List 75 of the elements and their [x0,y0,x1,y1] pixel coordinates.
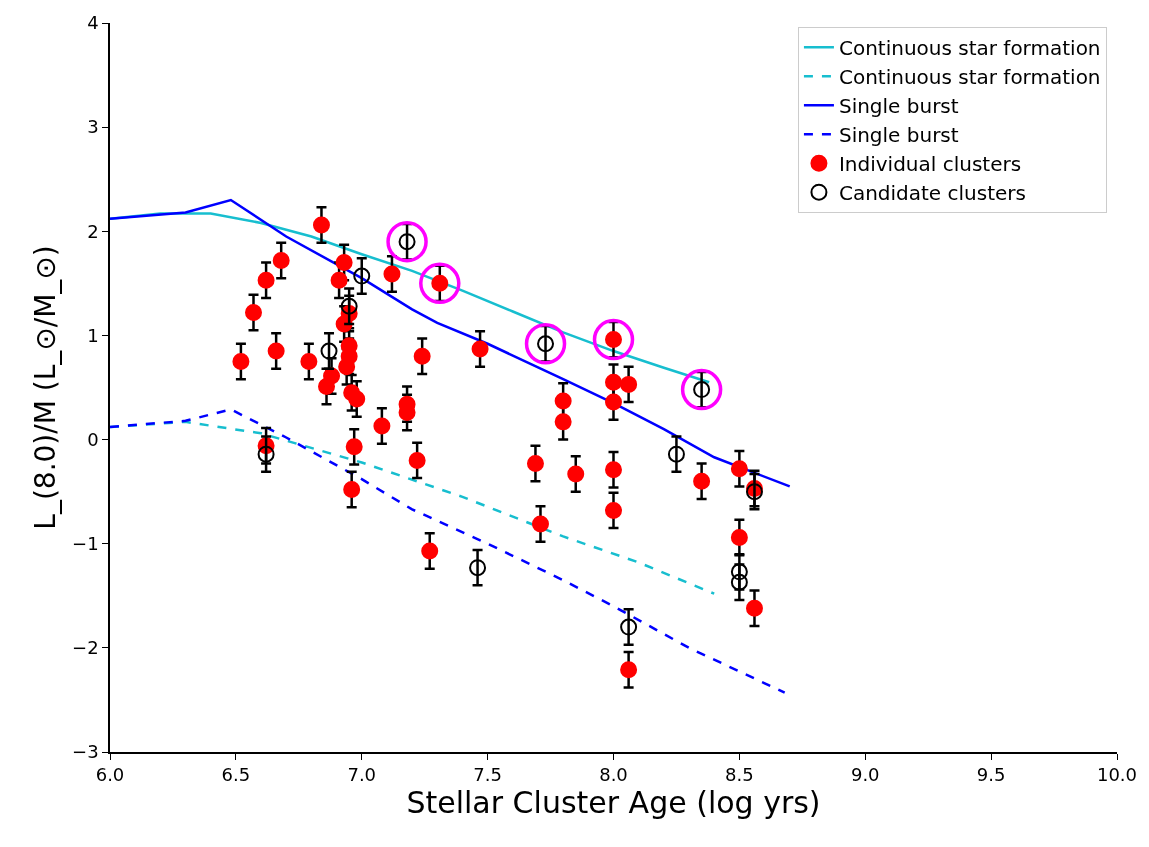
x-tick-label: 10.0 [1096,764,1138,786]
point [605,393,622,411]
x-tick-label: 6.0 [95,764,125,786]
point [386,220,428,263]
y-tick-label: −3 [72,741,99,763]
y-tick-label: 2 [87,220,99,242]
point [353,267,371,285]
line-series [110,198,791,488]
point [605,461,622,479]
point [232,352,250,370]
legend-label: Continuous star formation [838,64,1101,89]
point [267,342,285,360]
x-tick-label: 9.0 [850,764,880,786]
point [343,481,361,499]
point [257,271,275,289]
x-axis-title: Stellar Cluster Age (log yrs) [406,785,821,821]
point [730,460,748,478]
point [323,367,341,385]
point [257,445,275,463]
point [245,304,262,322]
legend-label: Single burst [838,93,959,118]
y-tick-label: −2 [72,637,99,659]
point [693,472,711,490]
point [620,618,638,636]
y-tick-label: −1 [72,533,99,555]
legend-label: Single burst [838,122,959,147]
point [667,445,685,463]
y-tick-label: 0 [87,428,99,450]
point [272,251,290,269]
point [730,528,748,546]
point [383,265,401,283]
point [340,297,358,315]
point [312,216,330,234]
point [592,318,635,361]
point [408,451,426,469]
point [567,465,585,483]
point [421,542,439,560]
point [526,455,544,473]
x-tick-label: 8.5 [725,764,754,786]
y-tick-label: 1 [87,324,99,346]
point [330,271,348,289]
x-tick-label: 7.5 [473,764,502,786]
x-tick-label: 9.5 [976,764,1006,786]
x-tick-label: 6.5 [221,764,251,786]
point [413,347,431,365]
point [554,392,572,410]
point [373,417,391,435]
point [300,352,318,370]
y-axis-title: L_(8.0)/M (L_⊙/M_⊙) [29,245,63,530]
x-tick-label: 7.0 [347,764,377,786]
point [680,368,723,411]
point [730,563,748,581]
point [419,262,461,305]
point [605,501,622,519]
point [620,375,638,393]
point [348,390,366,408]
y-tick-label: 4 [87,12,99,34]
legend-label: Individual clusters [838,151,1022,176]
x-tick-label: 8.0 [599,764,628,786]
point [554,413,572,431]
point [335,254,353,272]
point [532,515,549,533]
legend-label: Continuous star formation [838,35,1101,60]
point [524,323,567,365]
point [605,373,622,391]
point [471,340,489,358]
point [730,573,748,591]
point [345,438,363,456]
point [745,599,763,617]
point [620,661,638,679]
legend-label: Candidate clusters [838,180,1026,205]
line-series [110,408,786,694]
point [469,559,487,577]
point [320,342,338,360]
y-tick-label: 3 [87,116,99,138]
